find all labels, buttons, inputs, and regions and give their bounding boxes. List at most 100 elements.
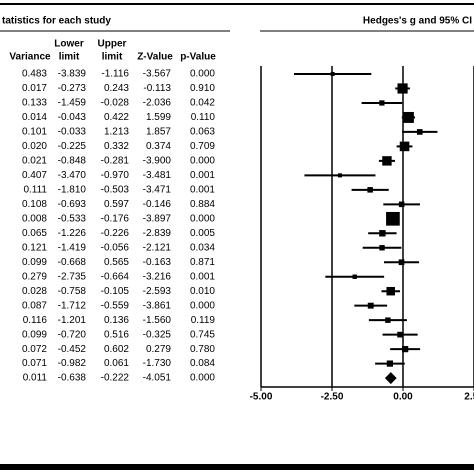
table-cell: 0.407	[22, 170, 47, 181]
effect-marker	[398, 259, 405, 266]
table-cell: 0.099	[22, 257, 47, 268]
table-cell: 0.111	[23, 184, 47, 195]
table-cell: 0.061	[104, 358, 129, 369]
table-cell: -3.861	[143, 300, 172, 311]
table-cell: 0.119	[191, 315, 216, 326]
table-cell: 0.028	[22, 286, 47, 297]
table-cell: 0.516	[104, 329, 129, 340]
table-cell: -3.216	[143, 271, 172, 282]
table-cell: 0.602	[104, 344, 129, 355]
table-cell: -0.325	[143, 329, 172, 340]
effect-marker	[397, 331, 403, 338]
table-cell: 0.011	[23, 373, 48, 384]
table-cell: -3.470	[58, 170, 87, 181]
column-header: p-Value	[180, 52, 216, 63]
table-cell: 0.005	[190, 228, 215, 239]
table-cell: 0.020	[22, 141, 47, 152]
effect-marker	[386, 211, 400, 226]
table-cell: -1.459	[58, 98, 87, 109]
table-cell: 0.000	[190, 373, 215, 384]
column-header: Lower	[54, 39, 84, 50]
table-cell: -3.471	[143, 184, 172, 195]
table-cell: 0.001	[190, 271, 215, 282]
table-cell: -0.176	[101, 213, 130, 224]
x-tick-label: -2.50	[321, 392, 344, 403]
effect-marker	[367, 302, 374, 309]
table-cell: -0.533	[58, 213, 87, 224]
table-cell: -0.668	[58, 257, 87, 268]
table-cell: -1.201	[58, 315, 87, 326]
table-cell: 0.108	[22, 199, 47, 210]
table-cell: -0.043	[58, 112, 87, 123]
table-cell: 0.597	[104, 199, 129, 210]
table-cell: 0.071	[22, 358, 47, 369]
table-cell: 0.084	[190, 358, 215, 369]
table-cell: 0.780	[190, 344, 215, 355]
table-cell: 0.136	[104, 315, 129, 326]
effect-marker	[337, 173, 342, 178]
table-cell: 0.910	[190, 83, 215, 94]
column-header: Z-Value	[137, 52, 173, 63]
effect-marker	[367, 187, 373, 193]
table-cell: -0.226	[101, 228, 130, 239]
table-cell: -0.638	[58, 373, 87, 384]
table-cell: 0.565	[104, 257, 129, 268]
table-cell: -0.982	[58, 358, 87, 369]
table-cell: 0.133	[22, 98, 47, 109]
table-cell: -1.116	[101, 69, 129, 80]
effect-marker	[402, 111, 414, 123]
table-cell: -2.121	[143, 242, 172, 253]
effect-marker	[416, 129, 423, 135]
table-cell: -0.056	[101, 242, 130, 253]
table-cell: -2.735	[58, 271, 87, 282]
table-cell: 0.001	[190, 184, 215, 195]
summary-diamond	[384, 372, 397, 385]
table-cell: -2.593	[143, 286, 172, 297]
effect-marker	[379, 245, 385, 251]
table-cell: 1.857	[146, 127, 171, 138]
table-cell: -0.664	[101, 271, 130, 282]
table-cell: 0.110	[191, 112, 216, 123]
table-cell: 0.483	[22, 69, 47, 80]
table-cell: -0.225	[58, 141, 87, 152]
plot-title: Hedges's g and 95% CI	[363, 16, 472, 27]
table-cell: -3.900	[143, 156, 172, 167]
table-cell: -0.452	[58, 344, 87, 355]
table-cell: -1.560	[143, 315, 172, 326]
table-cell: -1.730	[143, 358, 172, 369]
table-cell: -0.758	[58, 286, 87, 297]
table-cell: 0.014	[22, 112, 47, 123]
effect-marker	[398, 201, 405, 208]
table-cell: 0.000	[190, 213, 215, 224]
table-cell: -0.105	[101, 286, 130, 297]
table-cell: 0.116	[23, 315, 48, 326]
effect-marker	[386, 360, 394, 367]
table-cell: 0.021	[22, 156, 47, 167]
x-tick-label: 0.00	[393, 392, 413, 403]
table-cell: 0.065	[22, 228, 47, 239]
effect-marker	[386, 286, 395, 296]
table-cell: -0.163	[143, 257, 172, 268]
table-cell: 0.008	[22, 213, 47, 224]
table-cell: 0.243	[104, 83, 129, 94]
table-cell: 0.871	[190, 257, 215, 268]
table-cell: -0.033	[58, 127, 87, 138]
table-cell: 0.745	[190, 329, 215, 340]
column-header: Variance	[9, 52, 51, 63]
table-cell: 0.000	[190, 156, 215, 167]
table-cell: -3.897	[143, 213, 172, 224]
x-tick-label: 2.50	[464, 392, 474, 403]
table-cell: -0.720	[58, 329, 87, 340]
effect-marker	[399, 141, 410, 152]
bottom-border	[0, 464, 474, 470]
column-header: limit	[59, 52, 80, 63]
table-cell: 1.213	[104, 127, 129, 138]
table-cell: -2.036	[143, 98, 172, 109]
table-cell: -4.051	[143, 373, 172, 384]
table-cell: 0.709	[190, 141, 215, 152]
effect-marker	[330, 72, 335, 76]
table-cell: -0.970	[101, 170, 130, 181]
table-cell: -0.146	[143, 199, 172, 210]
